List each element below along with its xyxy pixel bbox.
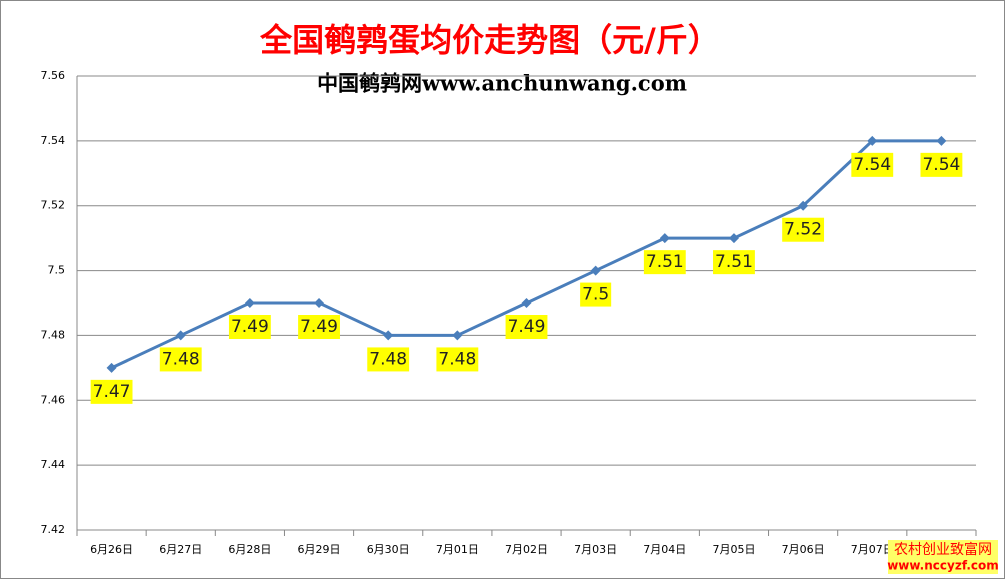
x-tick-label: 6月28日 bbox=[228, 543, 271, 556]
value-label: 7.48 bbox=[438, 349, 476, 369]
value-label-box bbox=[920, 152, 963, 177]
value-label-box bbox=[643, 250, 686, 275]
x-tick-label: 7月02日 bbox=[505, 543, 548, 556]
x-tick-label: 7月03日 bbox=[574, 543, 617, 556]
value-label-box bbox=[298, 315, 340, 339]
y-tick-label: 7.56 bbox=[41, 69, 66, 82]
value-label-box bbox=[851, 152, 894, 177]
value-label: 7.51 bbox=[715, 252, 753, 272]
watermark: 农村创业致富网 bbox=[894, 541, 992, 558]
value-label: 7.54 bbox=[853, 155, 891, 175]
watermark: www.nccyzf.com bbox=[887, 559, 999, 573]
x-tick-label: 7月04日 bbox=[643, 543, 686, 556]
value-label-box bbox=[713, 250, 755, 275]
y-tick-label: 7.42 bbox=[41, 523, 66, 536]
value-label-box bbox=[505, 315, 548, 339]
x-tick-label: 6月30日 bbox=[367, 543, 410, 556]
marker bbox=[244, 298, 255, 308]
chart-title: 全国鹌鹑蛋均价走势图（元/斤） bbox=[259, 21, 720, 59]
value-label: 7.49 bbox=[508, 317, 546, 337]
x-tick-label: 6月26日 bbox=[90, 543, 133, 556]
y-tick-label: 7.52 bbox=[41, 199, 66, 212]
x-tick-label: 7月07日 bbox=[851, 543, 894, 556]
y-tick-label: 7.5 bbox=[48, 264, 66, 277]
x-tick-label: 7月05日 bbox=[712, 543, 755, 556]
marker bbox=[798, 200, 809, 211]
chart-subtitle: 中国鹌鹑网www.anchunwang.com bbox=[317, 71, 687, 96]
value-label: 7.51 bbox=[646, 252, 684, 272]
value-label: 7.47 bbox=[93, 382, 131, 402]
marker bbox=[452, 330, 463, 341]
value-label-box bbox=[159, 347, 202, 372]
marker bbox=[867, 135, 878, 146]
value-label-box bbox=[782, 217, 825, 242]
marker bbox=[936, 135, 947, 146]
value-label: 7.49 bbox=[300, 317, 338, 337]
value-label-box bbox=[228, 315, 271, 339]
value-label-box bbox=[580, 282, 612, 307]
value-label-box bbox=[436, 347, 479, 372]
value-label-box bbox=[367, 347, 410, 372]
value-label: 7.5 bbox=[582, 285, 609, 305]
x-tick-label: 7月01日 bbox=[436, 543, 479, 556]
x-tick-label: 6月29日 bbox=[298, 543, 341, 556]
value-label: 7.54 bbox=[922, 155, 960, 175]
marker bbox=[175, 330, 186, 341]
marker bbox=[521, 298, 532, 308]
y-tick-label: 7.54 bbox=[41, 134, 66, 147]
x-tick-label: 7月06日 bbox=[782, 543, 825, 556]
marker bbox=[659, 233, 670, 244]
value-label: 7.52 bbox=[784, 220, 822, 240]
marker bbox=[728, 233, 739, 244]
y-tick-label: 7.48 bbox=[41, 328, 66, 341]
y-tick-label: 7.46 bbox=[41, 393, 66, 406]
watermark-box bbox=[888, 540, 998, 574]
value-label: 7.48 bbox=[369, 349, 407, 369]
value-label-box bbox=[90, 379, 133, 404]
x-tick-label: 6月27日 bbox=[159, 543, 202, 556]
marker bbox=[314, 298, 325, 308]
value-label: 7.48 bbox=[162, 349, 200, 369]
y-tick-label: 7.44 bbox=[41, 458, 66, 471]
marker bbox=[383, 330, 394, 341]
marker bbox=[590, 265, 601, 276]
marker bbox=[106, 362, 117, 373]
value-label: 7.49 bbox=[231, 317, 269, 337]
